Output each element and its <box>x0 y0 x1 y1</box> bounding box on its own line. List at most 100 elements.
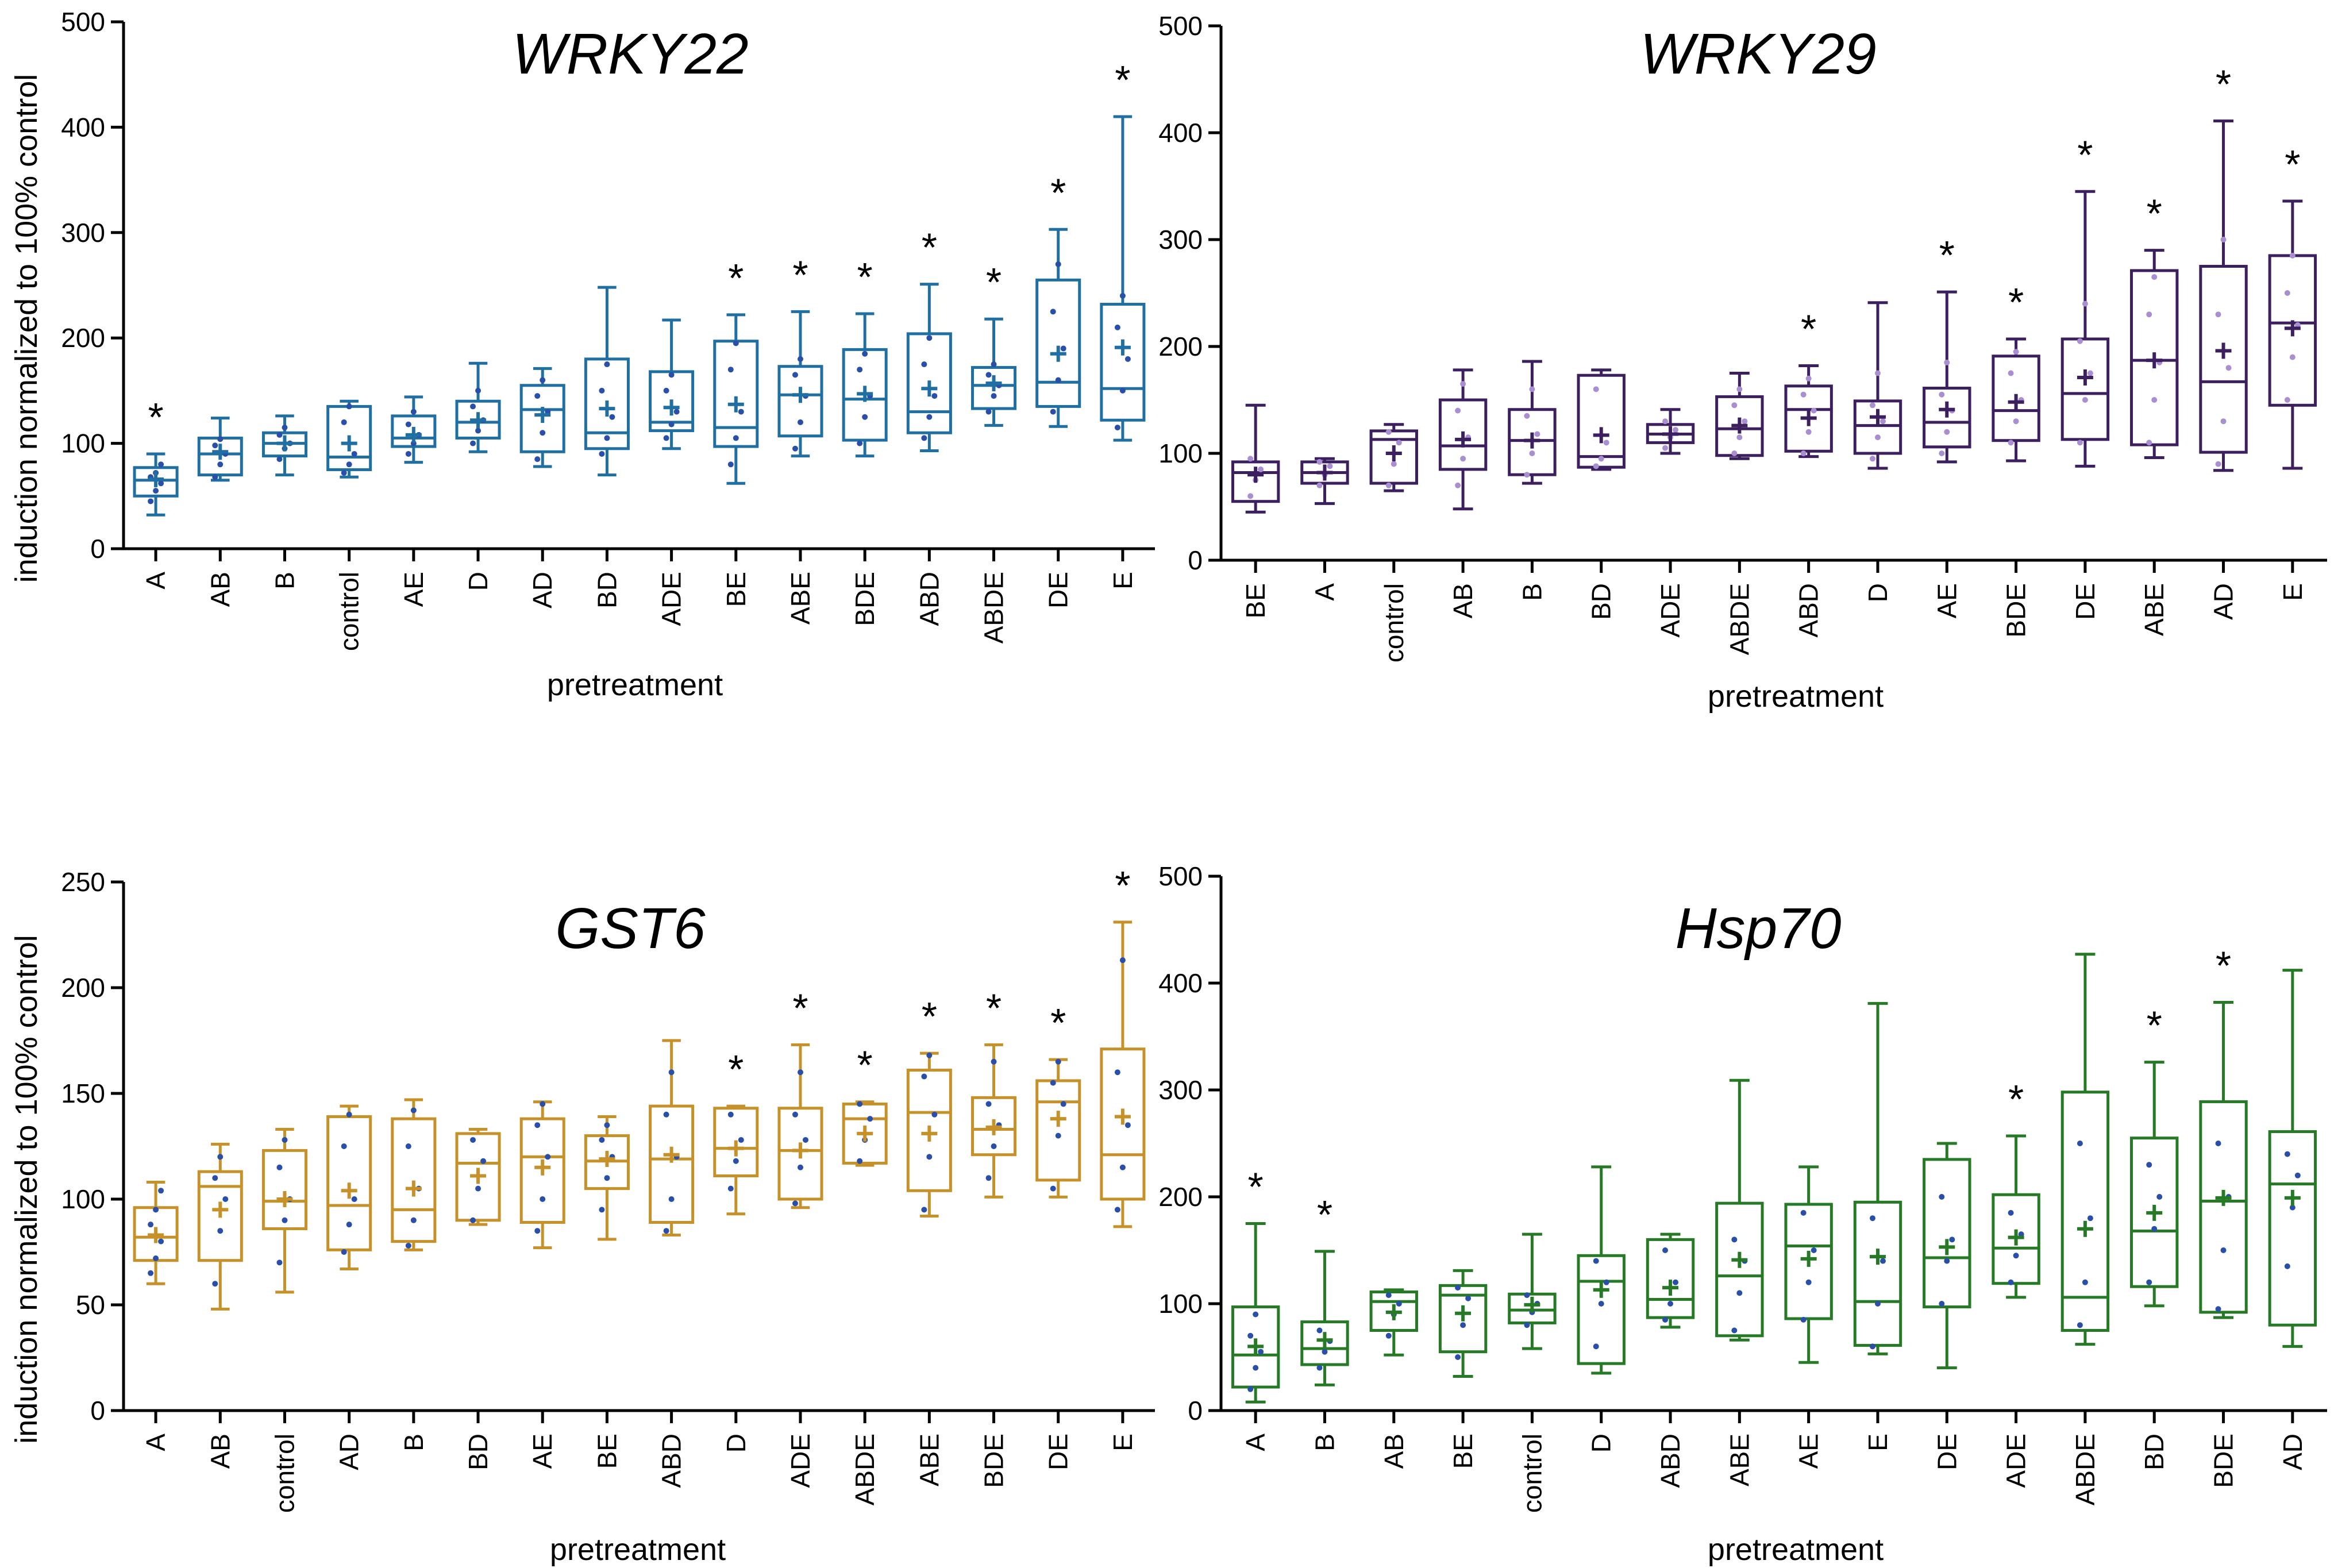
y-tick-label: 100 <box>61 1184 105 1214</box>
box-ab: AB <box>197 417 243 607</box>
box-bd: BD <box>584 286 630 608</box>
data-point <box>212 442 218 449</box>
data-point <box>862 350 868 357</box>
data-point <box>1247 493 1254 499</box>
data-point <box>540 377 546 383</box>
data-point <box>534 456 541 463</box>
data-point <box>1731 450 1738 456</box>
x-tick-label: control <box>269 1434 299 1513</box>
data-point <box>2284 1151 2290 1157</box>
data-point <box>475 387 482 394</box>
data-point <box>282 425 288 431</box>
data-point <box>1060 345 1066 352</box>
box-iqr <box>1300 1320 1349 1366</box>
data-point <box>1731 402 1738 409</box>
data-point <box>1050 409 1056 415</box>
x-tick-label: ABD <box>1655 1434 1685 1488</box>
data-point <box>1529 386 1535 392</box>
data-point <box>2284 1263 2290 1269</box>
box-iqr <box>455 399 501 440</box>
significance-star: * <box>1050 1000 1066 1045</box>
data-point <box>2146 1279 2152 1285</box>
data-point <box>1247 1332 1254 1339</box>
data-point <box>282 1217 288 1223</box>
data-point <box>1944 1258 1950 1264</box>
data-point <box>1593 386 1599 392</box>
data-point <box>1060 1101 1066 1107</box>
data-point <box>2077 440 2083 446</box>
data-point <box>158 461 164 468</box>
data-point <box>921 435 927 441</box>
x-tick-label: AE <box>399 572 429 607</box>
data-point <box>2008 440 2014 446</box>
data-point <box>341 469 347 476</box>
data-point <box>545 1154 551 1160</box>
data-point <box>727 461 734 468</box>
box-iqr <box>1231 460 1280 503</box>
significance-star: * <box>1248 1165 1264 1209</box>
data-point <box>212 474 218 480</box>
data-point <box>158 480 164 487</box>
data-point <box>351 1196 357 1202</box>
x-tick-label: A <box>141 572 171 590</box>
data-point <box>1869 402 1875 409</box>
significance-star: * <box>1115 57 1130 102</box>
y-axis-label: induction normalized to 100% control <box>9 935 44 1444</box>
box-iqr <box>197 1170 243 1262</box>
data-point <box>1879 418 1886 425</box>
box-iqr <box>519 1117 565 1224</box>
box-iqr <box>1784 384 1833 453</box>
y-tick-label: 0 <box>1188 1396 1203 1426</box>
box-ab: AB <box>1438 368 1488 618</box>
x-tick-label: BD <box>463 1434 493 1470</box>
chart-panel-wrky22: 0 100 200 300 400 500 WRKY22 induction normaliz… <box>9 7 1155 702</box>
data-point <box>346 1222 352 1228</box>
data-point <box>991 393 997 399</box>
data-point <box>2215 1306 2221 1312</box>
data-point <box>599 387 605 394</box>
data-point <box>1598 1301 1604 1307</box>
data-point <box>1593 463 1599 469</box>
box-iqr <box>1100 1047 1146 1201</box>
box-iqr <box>2130 1136 2179 1288</box>
data-point <box>985 1175 992 1181</box>
box-b: B <box>391 1098 437 1451</box>
box-a: A* <box>133 395 179 590</box>
data-point <box>2013 1253 2019 1259</box>
data-point <box>2082 1279 2088 1285</box>
data-point <box>1258 466 1264 472</box>
x-tick-label: ABD <box>914 572 944 626</box>
data-point <box>410 1107 417 1114</box>
x-tick-label: E <box>1863 1434 1893 1451</box>
y-tick-label: 200 <box>61 973 105 1003</box>
data-point <box>921 1073 927 1080</box>
box-iqr <box>2060 1091 2110 1332</box>
x-tick-label: AE <box>527 1434 557 1469</box>
box-iqr <box>1992 355 2040 442</box>
data-point <box>217 461 224 468</box>
box-iqr <box>2060 337 2110 441</box>
significance-star: * <box>2008 1077 2024 1122</box>
data-point <box>985 409 992 415</box>
data-point <box>797 1164 803 1170</box>
data-point <box>1805 375 1812 382</box>
data-point <box>2013 418 2019 425</box>
data-point <box>1316 459 1323 465</box>
data-point <box>1662 1247 1669 1253</box>
x-axis-label: pretreatment <box>547 668 723 702</box>
data-point <box>1396 440 1402 446</box>
data-point <box>604 361 610 368</box>
data-point <box>276 1164 283 1170</box>
y-tick-label: 0 <box>1188 545 1203 575</box>
x-tick-label: control <box>334 572 364 651</box>
box-iqr <box>584 357 630 450</box>
data-point <box>862 414 868 420</box>
box-iqr <box>2199 265 2248 454</box>
data-point <box>802 1136 808 1143</box>
data-point <box>668 421 675 427</box>
data-point <box>217 1228 224 1234</box>
data-point <box>1114 1069 1120 1076</box>
data-point <box>1949 1236 1955 1243</box>
x-tick-label: control <box>1517 1434 1547 1513</box>
data-point <box>2284 290 2290 296</box>
